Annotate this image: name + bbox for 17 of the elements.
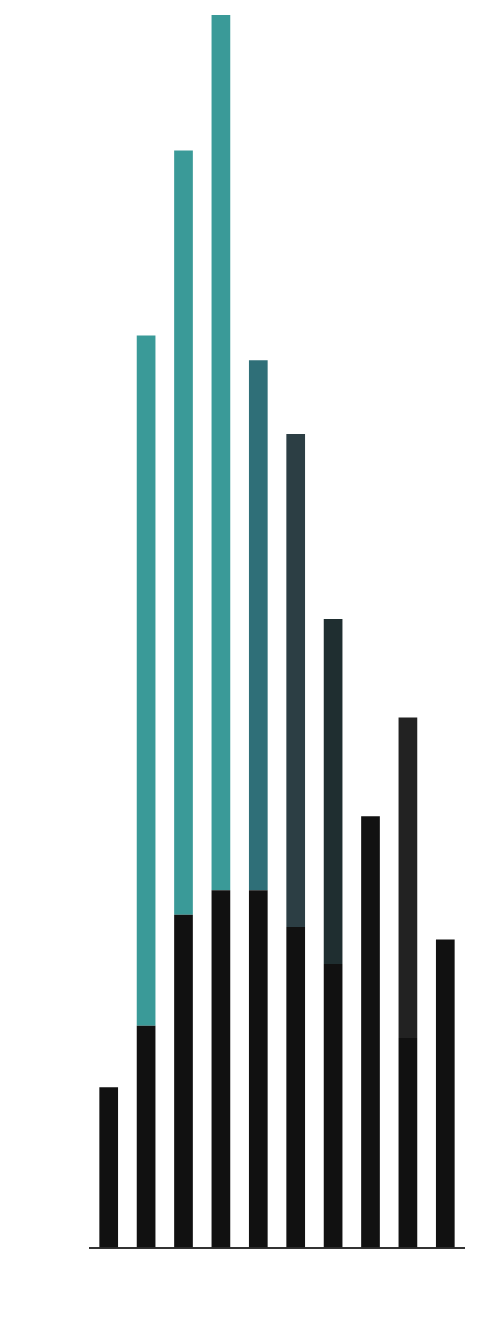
bar bbox=[211, 890, 231, 1248]
bar bbox=[435, 939, 455, 1248]
bar bbox=[323, 618, 343, 965]
bar bbox=[398, 717, 418, 1039]
bar bbox=[248, 890, 268, 1248]
bar bbox=[286, 434, 306, 928]
bar bbox=[99, 1087, 119, 1248]
bar bbox=[136, 1025, 156, 1248]
bar bbox=[323, 964, 343, 1248]
bar bbox=[174, 914, 193, 1248]
bar bbox=[174, 150, 193, 915]
bar bbox=[361, 816, 380, 1248]
bar bbox=[248, 360, 268, 891]
bar bbox=[398, 1038, 418, 1248]
bar bbox=[136, 335, 156, 1026]
bar bbox=[211, 15, 231, 891]
bar bbox=[286, 927, 306, 1248]
